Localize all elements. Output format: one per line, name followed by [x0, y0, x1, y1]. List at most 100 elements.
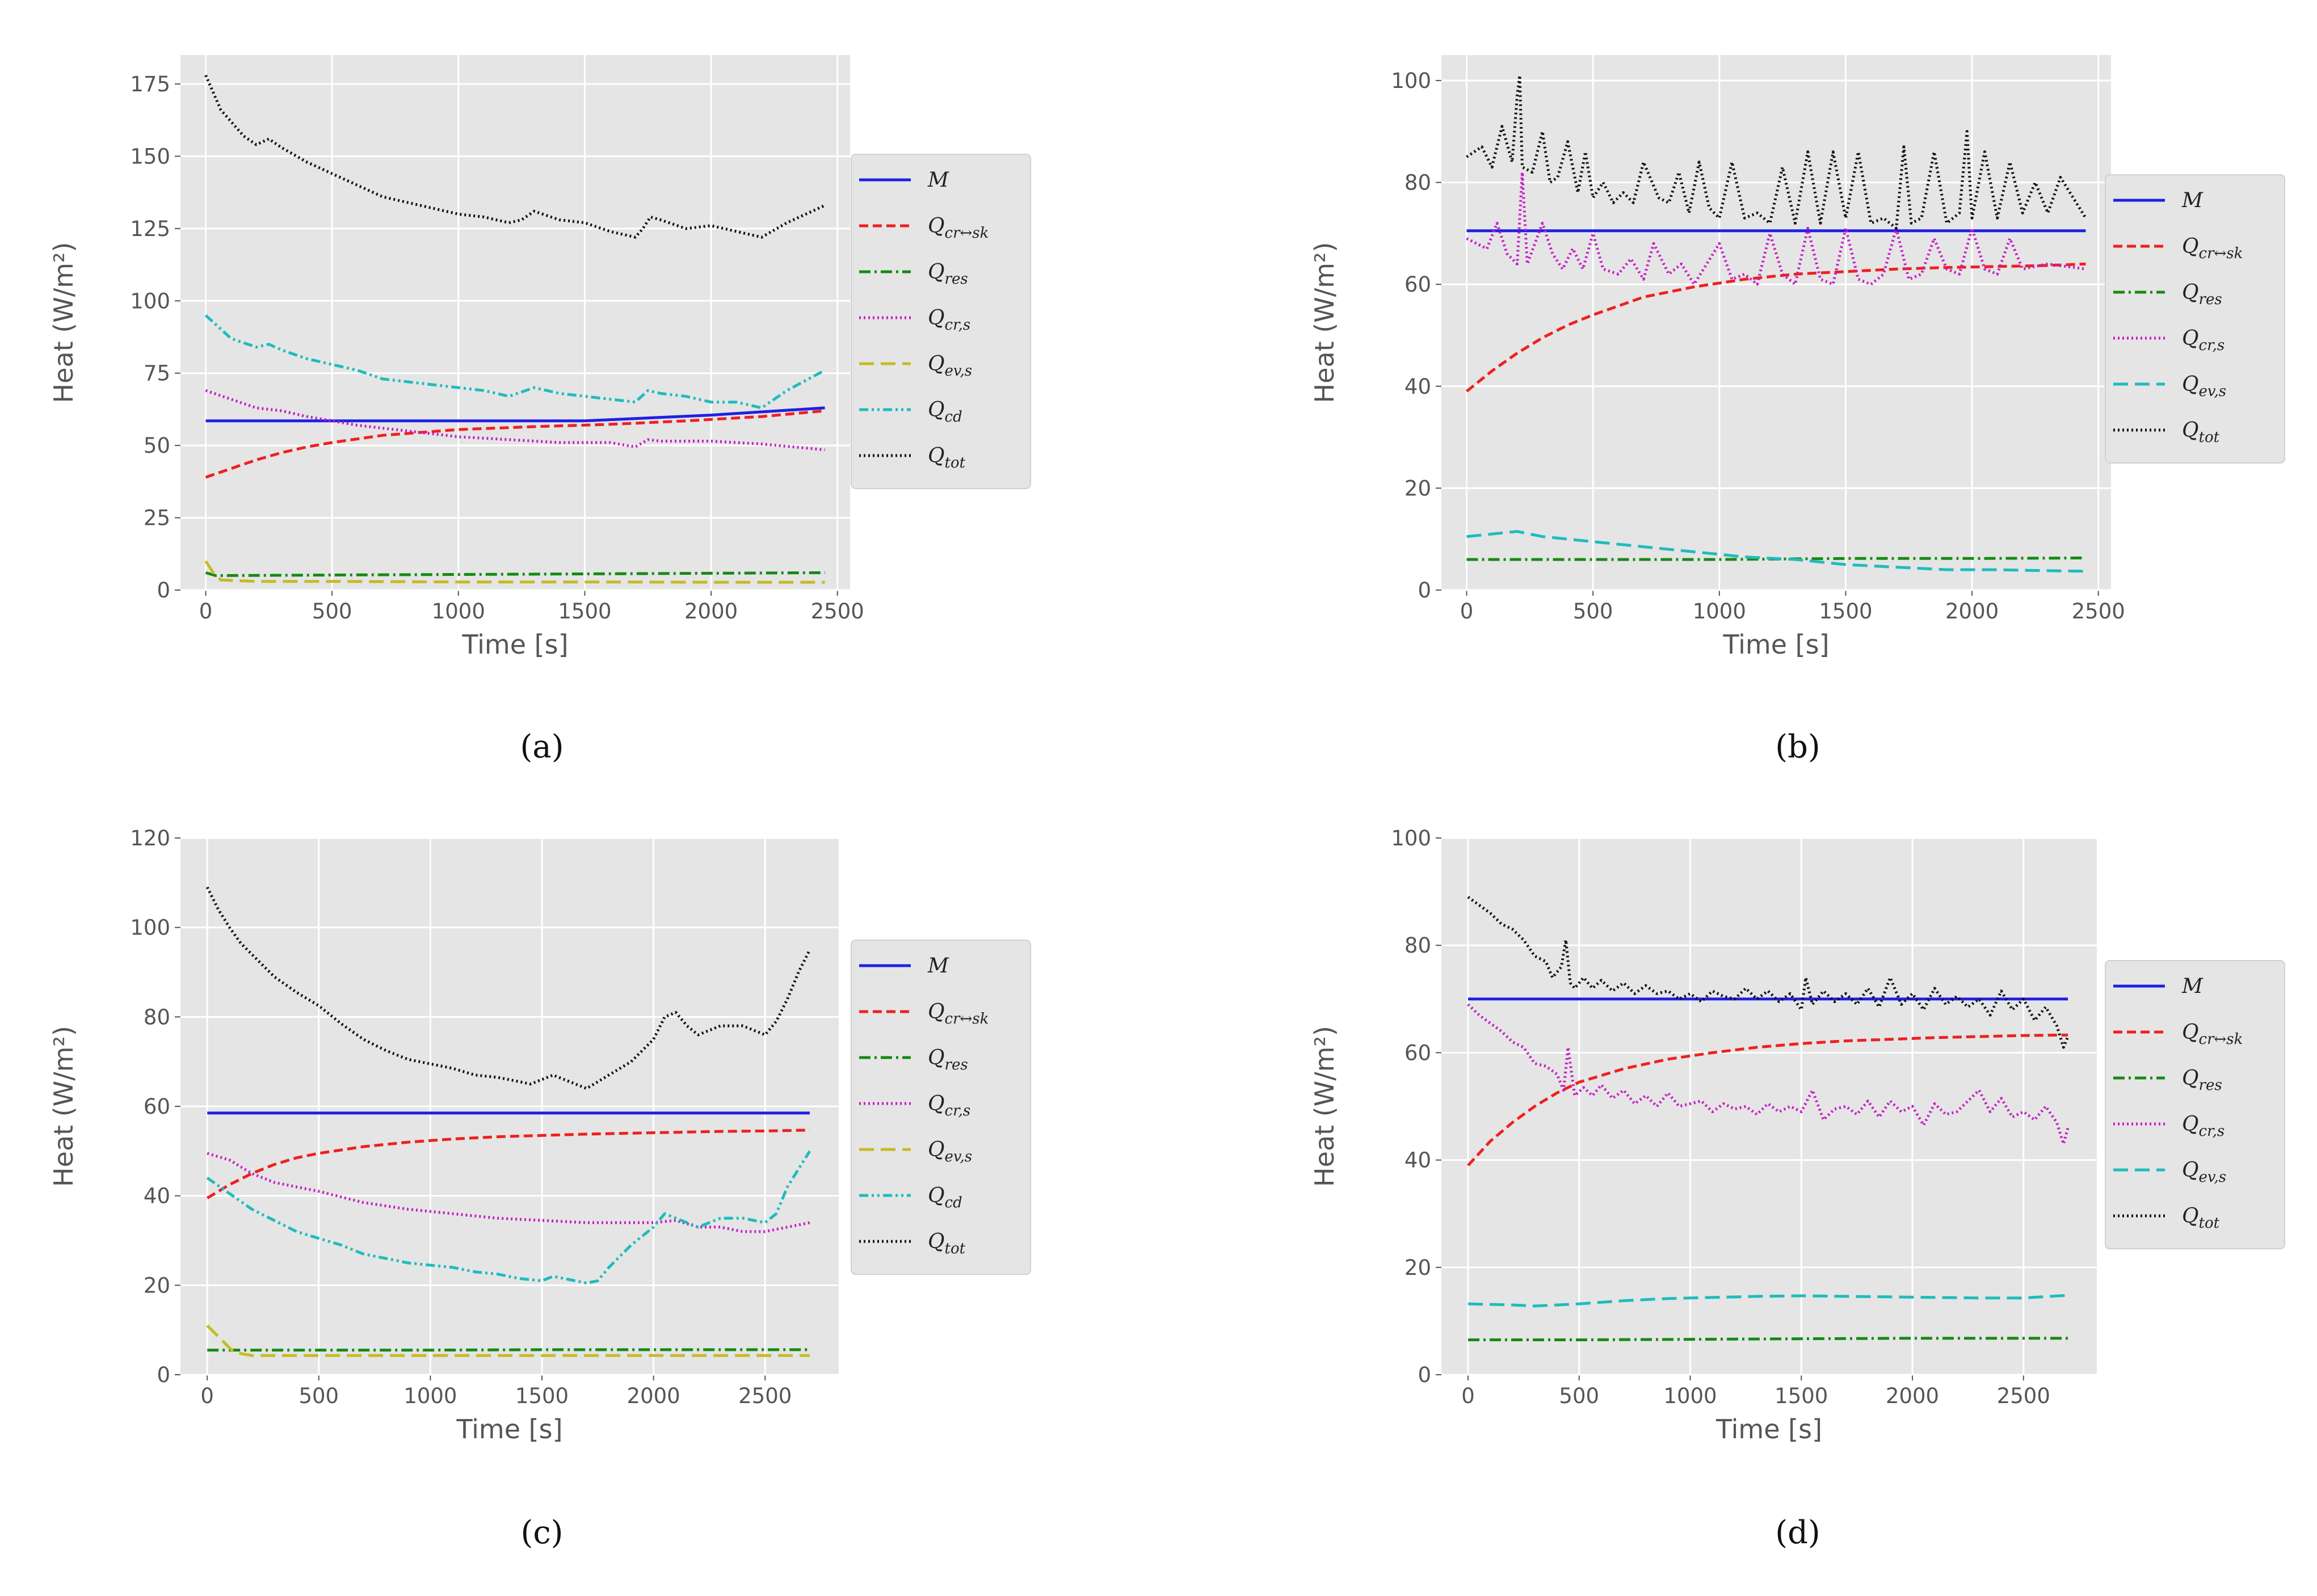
y-tick-label: 100 [1391, 69, 1431, 93]
y-tick-label: 100 [1391, 826, 1431, 850]
series-line-q-tot [1467, 896, 2070, 1049]
x-tick-label: 2500 [811, 599, 864, 624]
plot-area [1441, 55, 2111, 590]
y-tick-label: 60 [1405, 272, 1431, 297]
subplot-caption: (b) [1775, 728, 1820, 765]
x-tick-label: 2000 [1945, 599, 1999, 624]
series-line-q-tot [1466, 74, 2087, 230]
plot-area [180, 55, 850, 590]
legend-label: Qres [2182, 1067, 2222, 1094]
series-line-q-res [1466, 556, 2086, 561]
y-tick-label: 125 [130, 217, 170, 241]
y-tick-label: 120 [130, 826, 170, 850]
y-tick-label: 100 [130, 916, 170, 940]
series-line-q-cr-sk [1465, 262, 2086, 393]
series-line-q-res [1468, 1337, 2068, 1341]
legend-label: Qcr↔sk [928, 1000, 989, 1027]
x-tick-label: 1000 [432, 599, 485, 624]
legend-label: Qcr↔sk [928, 214, 989, 242]
subplot-a: 0 500 1000 1500 2000 2500 0 25 50 75 100 125 150 175 T… [48, 55, 1031, 765]
legend-box [2105, 174, 2285, 464]
legend-label: M [927, 954, 949, 978]
legend-box [851, 154, 1031, 489]
legend-label: M [927, 169, 949, 192]
legend-label: Qcd [928, 1184, 962, 1211]
subplot-caption: (d) [1775, 1514, 1820, 1551]
y-axis-label: Heat (W/m²) [48, 1026, 79, 1187]
series-group [1465, 74, 2087, 573]
y-tick-label: 80 [1405, 933, 1431, 958]
x-tick-label: 1000 [403, 1384, 457, 1408]
legend-label: Qcr↔sk [2182, 1021, 2243, 1048]
x-tick-label: 2000 [684, 599, 738, 624]
x-tick-label: 500 [312, 599, 352, 624]
series-line-q-ev-s [1467, 1294, 2068, 1308]
legend-label: Qev,s [928, 352, 972, 380]
subplot-caption: (a) [520, 728, 564, 765]
y-tick-label: 80 [144, 1005, 170, 1029]
legend-box [2105, 960, 2285, 1249]
x-tick-label: 0 [1460, 599, 1474, 624]
legend: M Qcr↔sk Qres Qcr,s Qev,s Qcd Qtot [851, 154, 1031, 489]
x-tick-label: 500 [298, 1384, 339, 1408]
y-tick-label: 0 [1418, 578, 1431, 603]
y-tick-label: 0 [1418, 1363, 1431, 1387]
legend-label: Qtot [928, 444, 966, 471]
legend-label: Qcr,s [2182, 1113, 2225, 1140]
series-line-q-cr-sk [206, 1128, 810, 1199]
y-tick-label: 150 [130, 144, 170, 169]
legend-label: Qcr↔sk [2182, 235, 2243, 262]
y-tick-label: 40 [1405, 1148, 1431, 1173]
y-axis-label: Heat (W/m²) [1309, 1026, 1340, 1187]
y-axis-label: Heat (W/m²) [48, 242, 79, 403]
x-axis-label: Time [s] [461, 629, 568, 660]
legend-label: Qtot [2182, 1205, 2220, 1232]
x-tick-label: 2500 [1997, 1384, 2050, 1408]
legend-label: Qev,s [2182, 1159, 2226, 1186]
y-tick-label: 0 [157, 1363, 170, 1387]
x-tick-label: 2000 [1886, 1384, 1939, 1408]
y-tick-label: 20 [1405, 1256, 1431, 1280]
subplot-d: 0 500 1000 1500 2000 2500 0 20 40 60 80 100 Time [s]… [1309, 826, 2285, 1551]
x-axis-label: Time [s] [1722, 629, 1829, 660]
series-group [205, 886, 811, 1357]
y-tick-label: 80 [1405, 171, 1431, 195]
x-tick-label: 2000 [627, 1384, 680, 1408]
y-tick-label: 20 [144, 1273, 170, 1298]
y-tick-label: 0 [157, 578, 170, 603]
x-tick-label: 1500 [1774, 1384, 1828, 1408]
legend-label: Qcr,s [928, 1092, 970, 1119]
x-tick-label: 2500 [2072, 599, 2125, 624]
legend: M Qcr↔sk Qres Qcr,s Qev,s Qtot [2105, 960, 2285, 1249]
series-line-q-tot [204, 74, 826, 239]
y-tick-label: 100 [130, 289, 170, 313]
series-line-q-ev-s [206, 1324, 810, 1357]
y-tick-label: 20 [1405, 476, 1431, 500]
x-tick-label: 0 [200, 1384, 214, 1408]
legend-label: Qcr,s [2182, 327, 2225, 354]
series-line-q-res [205, 571, 825, 577]
y-tick-label: 75 [144, 361, 170, 386]
series-line-q-cr-sk [1467, 1033, 2068, 1167]
series-line-q-cr-s [205, 389, 825, 452]
legend: M Qcr↔sk Qres Qcr,s Qev,s Qtot [2105, 174, 2285, 464]
x-tick-label: 0 [1461, 1384, 1475, 1408]
series-line-m [205, 406, 825, 423]
legend-label: Qev,s [928, 1138, 972, 1165]
series-group [204, 74, 826, 584]
x-tick-label: 2500 [738, 1384, 792, 1408]
legend-label: Qev,s [2182, 373, 2226, 400]
subplot-c: 0 500 1000 1500 2000 2500 0 20 40 60 80 100 120 Time … [48, 826, 1031, 1551]
legend-label: Qres [928, 260, 968, 288]
y-axis-label: Heat (W/m²) [1309, 242, 1340, 403]
series-line-q-cr-s [1466, 171, 2086, 286]
x-tick-label: 1000 [1663, 1384, 1717, 1408]
y-tick-label: 50 [144, 433, 170, 458]
x-axis-label: Time [s] [456, 1414, 562, 1445]
x-tick-label: 0 [199, 599, 213, 624]
legend: M Qcr↔sk Qres Qcr,s Qev,s Qcd Qtot [851, 940, 1031, 1275]
legend-label: Qres [928, 1046, 968, 1073]
y-tick-label: 40 [144, 1184, 170, 1208]
series-line-q-cr-sk [205, 409, 825, 479]
